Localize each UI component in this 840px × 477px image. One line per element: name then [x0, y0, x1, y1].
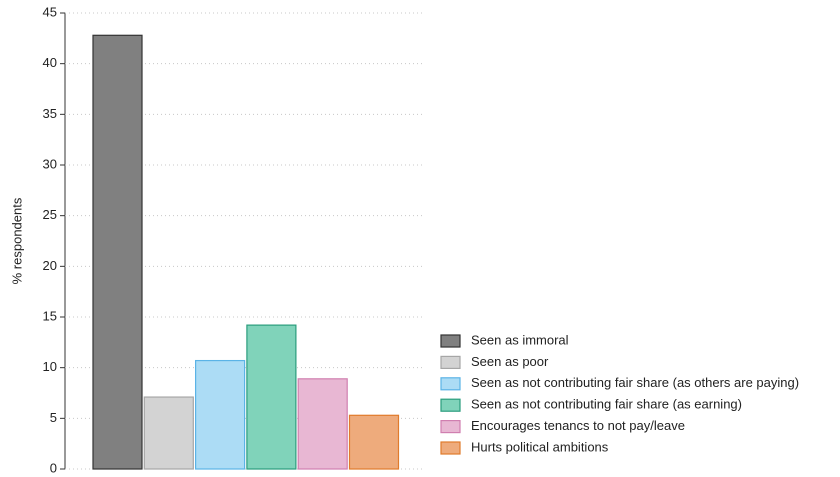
y-tick-label: 30 — [43, 156, 57, 171]
bar — [246, 324, 297, 470]
bar — [92, 34, 143, 470]
legend-swatch — [440, 398, 461, 412]
legend-swatch — [440, 441, 461, 455]
y-tick-label: 5 — [50, 410, 57, 425]
y-tick-label: 10 — [43, 359, 57, 374]
legend-swatch — [440, 355, 461, 369]
bar — [143, 396, 194, 470]
legend-label: Seen as immoral — [471, 332, 569, 347]
legend-swatch — [440, 334, 461, 348]
y-tick-label: 45 — [43, 4, 57, 19]
y-tick-label: 25 — [43, 207, 57, 222]
legend-label: Seen as not contributing fair share (as … — [471, 375, 799, 390]
legend-label: Encourages tenancs to not pay/leave — [471, 418, 685, 433]
legend-label: Seen as poor — [471, 354, 549, 369]
y-tick-label: 20 — [43, 258, 57, 273]
y-tick-label: 35 — [43, 106, 57, 121]
bar — [348, 414, 400, 470]
y-tick-label: 40 — [43, 55, 57, 70]
legend-label: Seen as not contributing fair share (as … — [471, 397, 742, 412]
y-axis-label: % respondents — [9, 197, 24, 284]
legend-label: Hurts political ambitions — [471, 439, 609, 454]
y-tick-label: 15 — [43, 308, 57, 323]
bar — [195, 359, 246, 470]
legend-swatch — [440, 420, 461, 434]
bar — [297, 378, 348, 470]
legend-swatch — [440, 377, 461, 391]
y-tick-label: 0 — [50, 460, 57, 475]
